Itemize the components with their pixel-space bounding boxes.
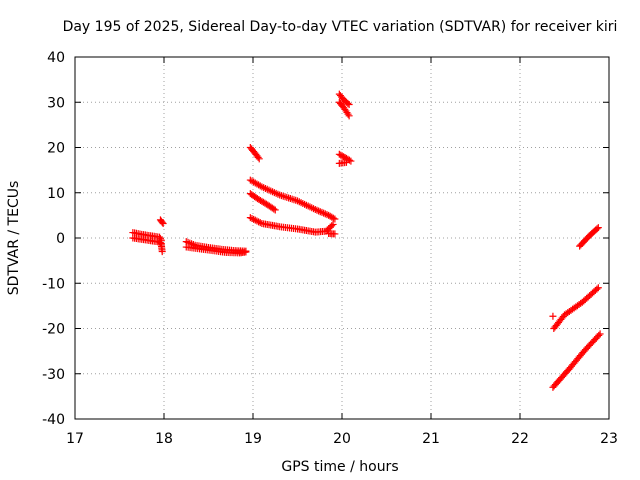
x-tick-label: 22 (511, 431, 529, 447)
x-tick-label: 21 (422, 431, 440, 447)
data-point (549, 312, 557, 320)
data-segment (156, 216, 167, 228)
data-segment (246, 176, 339, 223)
data-points (129, 90, 604, 391)
y-tick-label: -10 (42, 276, 65, 292)
data-segment (129, 234, 165, 247)
data-point (316, 208, 324, 216)
data-segment (335, 150, 355, 165)
y-tick-label: 20 (47, 141, 65, 157)
grid-lines (75, 57, 609, 419)
data-segment (246, 214, 337, 236)
data-point (270, 205, 278, 213)
x-axis-label: GPS time / hours (281, 459, 398, 475)
data-segment (246, 144, 263, 163)
data-point (594, 224, 602, 232)
data-point (345, 112, 353, 120)
data-point (593, 225, 601, 233)
data-point (595, 331, 603, 339)
data-point (246, 214, 254, 222)
data-segment (576, 224, 602, 250)
data-point (328, 222, 336, 230)
y-tick-label: 40 (47, 50, 65, 66)
data-segment (325, 229, 339, 238)
data-point (347, 157, 355, 165)
data-point (253, 217, 261, 225)
data-point (311, 205, 319, 213)
y-tick-label: -20 (42, 322, 65, 338)
data-point (242, 248, 250, 256)
data-segment (335, 98, 353, 120)
data-point (313, 206, 321, 214)
data-point (331, 230, 339, 238)
data-point (158, 218, 166, 226)
x-tick-label: 18 (155, 431, 173, 447)
data-point (345, 101, 353, 109)
data-point (251, 216, 259, 224)
data-point (342, 158, 350, 166)
data-point (248, 214, 256, 222)
data-segment (549, 330, 604, 391)
data-point (159, 220, 167, 228)
data-point (256, 219, 264, 227)
data-segment (549, 312, 557, 320)
y-tick-label: 30 (47, 95, 65, 111)
data-segment (182, 243, 250, 257)
data-segment (550, 284, 602, 332)
axis-ticks: 17 18 19 20 21 22 23 -40 -30 -20 -10 0 10 20 30 40 (42, 50, 618, 447)
x-tick-label: 23 (600, 431, 618, 447)
y-tick-label: 0 (56, 231, 65, 247)
data-point (158, 248, 166, 256)
y-axis-label: SDTVAR / TECUs (6, 181, 22, 296)
y-tick-label: -30 (42, 367, 65, 383)
data-point (331, 215, 339, 223)
data-point (315, 207, 323, 215)
data-point (596, 330, 604, 338)
data-point (323, 211, 331, 219)
data-point (271, 206, 279, 214)
data-point (594, 284, 602, 292)
data-segment (157, 241, 166, 256)
data-segment (246, 190, 279, 214)
data-point (329, 220, 337, 228)
data-point (320, 209, 328, 217)
data-point (344, 99, 352, 107)
data-point (250, 215, 258, 223)
data-point (344, 110, 352, 118)
y-tick-label: 10 (47, 186, 65, 202)
x-tick-label: 17 (66, 431, 84, 447)
data-point (255, 155, 263, 163)
data-segment (335, 158, 350, 167)
data-segment (335, 90, 353, 109)
x-tick-label: 19 (244, 431, 262, 447)
chart-title: Day 195 of 2025, Sidereal Day-to-day VTE… (63, 19, 618, 35)
data-point (329, 214, 337, 222)
data-point (254, 153, 262, 161)
data-point (593, 285, 601, 293)
data-point (255, 218, 263, 226)
y-tick-label: -40 (42, 412, 65, 428)
x-tick-label: 20 (333, 431, 351, 447)
data-point (318, 208, 326, 216)
data-point (321, 210, 329, 218)
